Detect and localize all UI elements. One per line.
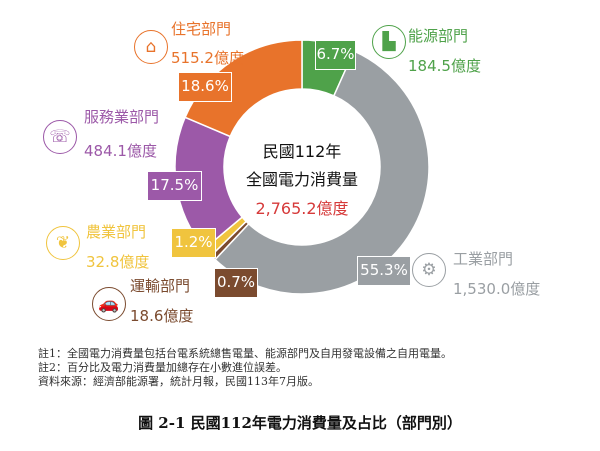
percent-label-residential: 18.6%	[178, 72, 232, 102]
value-residential: 515.2億度	[171, 49, 244, 67]
note-1: 註1：全國電力消費量包括台電系統總售電量、能源部門及自用發電設備之自用電量。	[38, 347, 452, 360]
label-service: 服務業部門	[84, 108, 160, 126]
center-line2: 全國電力消費量	[245, 170, 358, 189]
label-energy: 能源部門	[408, 27, 469, 45]
label-agriculture: 農業部門	[86, 223, 147, 241]
center-line1: 民國112年	[262, 142, 342, 161]
label-transport: 運輸部門	[130, 277, 191, 295]
donut-chart	[174, 39, 430, 295]
label-industry: 工業部門	[453, 250, 514, 268]
percent-label-service: 17.5%	[147, 171, 202, 201]
value-transport: 18.6億度	[130, 307, 194, 325]
value-service: 484.1億度	[84, 142, 157, 160]
gears-icon: ⚙	[412, 253, 446, 287]
note-2: 註2：百分比及電力消費量加總存在小數進位誤差。	[38, 361, 287, 374]
source-note: 資料來源：經濟部能源署，統計月報，民國113年7月版。	[38, 375, 319, 388]
percent-label-industry: 55.3%	[357, 256, 411, 286]
wheat-icon: ❦	[46, 226, 80, 260]
car-icon: 🚗	[92, 287, 126, 321]
center-total: 2,765.2億度	[255, 199, 349, 218]
service-person-icon: ☏	[43, 120, 77, 154]
percent-label-transport: 0.7%	[214, 268, 258, 298]
value-agriculture: 32.8億度	[86, 253, 150, 271]
percent-label-energy: 6.7%	[315, 40, 356, 70]
percent-label-agriculture: 1.2%	[171, 228, 216, 258]
house-icon: ⌂	[134, 30, 168, 64]
label-residential: 住宅部門	[171, 20, 232, 38]
figure-caption: 圖 2-1 民國112年電力消費量及占比（部門別）	[138, 414, 462, 432]
value-energy: 184.5億度	[408, 57, 481, 75]
factory-icon: ▙	[372, 25, 406, 59]
value-industry: 1,530.0億度	[453, 280, 541, 298]
